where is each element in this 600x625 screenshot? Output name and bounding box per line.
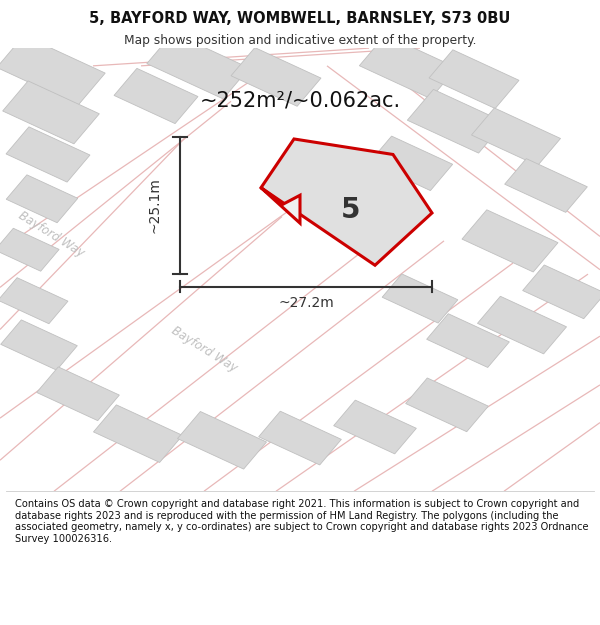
Text: 5: 5 xyxy=(341,196,361,224)
Polygon shape xyxy=(429,50,519,109)
Text: Contains OS data © Crown copyright and database right 2021. This information is : Contains OS data © Crown copyright and d… xyxy=(15,499,589,544)
Polygon shape xyxy=(472,108,560,166)
Polygon shape xyxy=(462,210,558,272)
Polygon shape xyxy=(359,35,457,99)
Polygon shape xyxy=(0,228,59,271)
Polygon shape xyxy=(279,154,420,261)
Polygon shape xyxy=(261,139,432,265)
Polygon shape xyxy=(382,274,458,323)
Text: 5, BAYFORD WAY, WOMBWELL, BARNSLEY, S73 0BU: 5, BAYFORD WAY, WOMBWELL, BARNSLEY, S73 … xyxy=(89,11,511,26)
Text: ~25.1m: ~25.1m xyxy=(148,177,162,233)
Text: Bayford Way: Bayford Way xyxy=(16,209,86,259)
Polygon shape xyxy=(1,320,77,370)
Text: Map shows position and indicative extent of the property.: Map shows position and indicative extent… xyxy=(124,34,476,47)
Polygon shape xyxy=(370,136,452,191)
Polygon shape xyxy=(407,89,505,153)
Polygon shape xyxy=(523,265,600,319)
Polygon shape xyxy=(261,188,300,223)
Polygon shape xyxy=(2,81,100,144)
Polygon shape xyxy=(427,314,509,368)
Polygon shape xyxy=(37,367,119,421)
Polygon shape xyxy=(178,411,266,469)
Text: ~252m²/~0.062ac.: ~252m²/~0.062ac. xyxy=(199,91,401,111)
Polygon shape xyxy=(231,48,321,106)
Polygon shape xyxy=(406,378,488,432)
Text: Bayford Way: Bayford Way xyxy=(169,324,239,375)
Polygon shape xyxy=(94,405,182,462)
Polygon shape xyxy=(334,400,416,454)
Polygon shape xyxy=(0,36,105,105)
Polygon shape xyxy=(478,296,566,354)
Polygon shape xyxy=(114,68,198,124)
Polygon shape xyxy=(259,411,341,465)
Polygon shape xyxy=(147,33,249,99)
Polygon shape xyxy=(6,175,78,222)
Polygon shape xyxy=(505,159,587,212)
Polygon shape xyxy=(0,278,68,324)
Polygon shape xyxy=(6,127,90,182)
Text: ~27.2m: ~27.2m xyxy=(278,296,334,311)
